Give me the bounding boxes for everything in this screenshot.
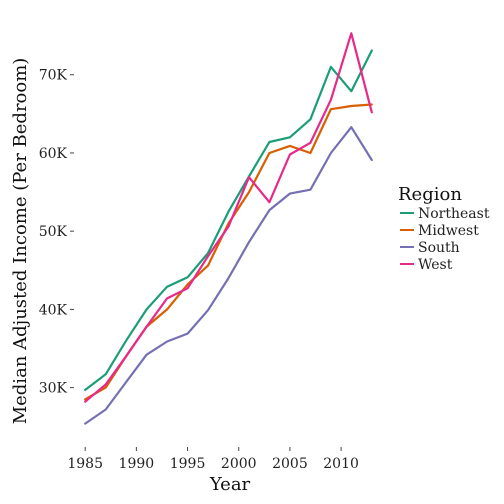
legend-label-midwest: Midwest xyxy=(418,223,479,239)
x-tick-label: 2010 xyxy=(323,456,359,472)
series-line-south xyxy=(84,126,373,425)
y-tick-label: 70K xyxy=(39,68,68,84)
x-axis: 1985 1990 1995 2000 2005 2010 xyxy=(67,447,359,472)
y-tick-label: 30K xyxy=(39,381,68,397)
legend-label-south: South xyxy=(418,240,460,256)
y-tick-label: 50K xyxy=(39,224,68,240)
y-axis: 30K 40K 50K 60K 70K xyxy=(39,68,74,397)
legend-title: Region xyxy=(398,184,462,205)
x-tick-label: 1995 xyxy=(170,456,206,472)
legend-label-west: West xyxy=(418,257,453,273)
x-tick-label: 2000 xyxy=(221,456,257,472)
y-tick-label: 60K xyxy=(39,146,68,162)
y-tick-label: 40K xyxy=(39,302,68,318)
plot-area xyxy=(84,32,373,425)
legend-label-northeast: Northeast xyxy=(418,206,490,222)
series-line-west xyxy=(84,32,373,403)
x-tick-label: 1985 xyxy=(67,456,103,472)
y-axis-title: Median Adjusted Income (Per Bedroom) xyxy=(10,58,31,425)
x-axis-title: Year xyxy=(209,474,251,495)
x-tick-label: 1990 xyxy=(119,456,155,472)
series-line-northeast xyxy=(84,49,373,391)
x-tick-label: 2005 xyxy=(272,456,308,472)
